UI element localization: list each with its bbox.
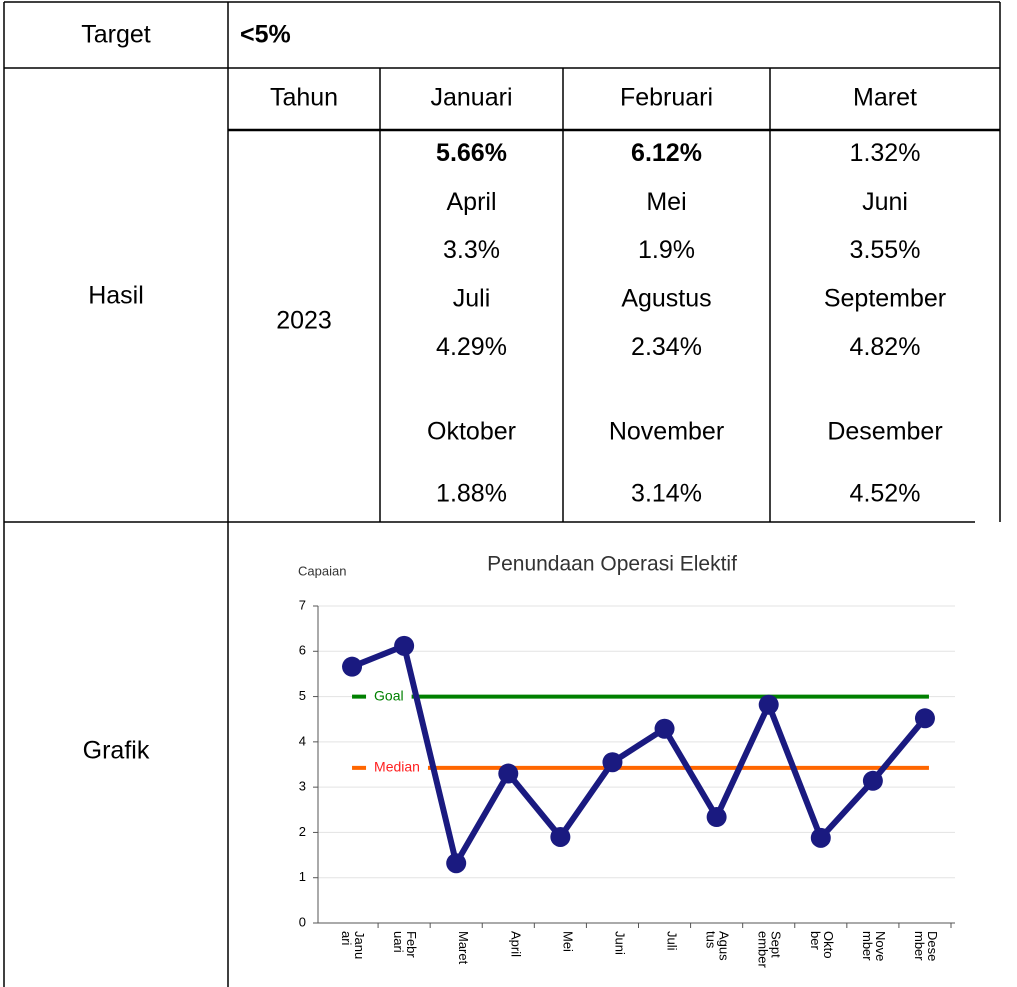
x-tick-label: Juni bbox=[612, 931, 627, 955]
reference-label-bg bbox=[366, 758, 428, 777]
month-value: 3.3% bbox=[443, 236, 500, 264]
data-point bbox=[706, 807, 727, 828]
y-tick-label: 3 bbox=[299, 779, 306, 794]
month-name: September bbox=[824, 285, 946, 313]
month-name: Maret bbox=[853, 84, 917, 112]
data-point bbox=[550, 826, 571, 847]
target-value: <5% bbox=[240, 21, 291, 49]
x-tick-label: Mei bbox=[560, 931, 575, 952]
month-name: Agustus bbox=[621, 285, 711, 313]
x-tick-label: Desember bbox=[912, 931, 940, 961]
x-tick-label: September bbox=[755, 931, 783, 969]
reference-label: Median bbox=[374, 759, 420, 775]
x-tick-label: Maret bbox=[456, 931, 471, 965]
reference-label: Goal bbox=[374, 687, 404, 703]
month-value: 2.34% bbox=[631, 333, 702, 361]
target-label: Target bbox=[81, 21, 151, 49]
y-tick-label: 4 bbox=[299, 733, 306, 748]
y-tick-label: 6 bbox=[299, 643, 306, 658]
month-name: Juli bbox=[453, 285, 491, 313]
y-axis-label: Capaian bbox=[298, 563, 346, 578]
data-point bbox=[810, 827, 831, 848]
x-tick-label: Oktober bbox=[807, 931, 835, 958]
data-point bbox=[654, 718, 675, 739]
month-name: Februari bbox=[620, 84, 713, 112]
y-tick-label: 5 bbox=[299, 688, 306, 703]
month-value: 1.32% bbox=[850, 139, 921, 167]
data-point bbox=[446, 853, 467, 874]
month-value: 6.12% bbox=[631, 139, 702, 167]
data-point bbox=[758, 694, 779, 715]
data-point bbox=[862, 770, 883, 791]
y-tick-label: 0 bbox=[299, 914, 306, 929]
month-name: Oktober bbox=[427, 418, 516, 446]
table-borders bbox=[3, 1, 1001, 987]
x-tick-label: Juli bbox=[664, 931, 679, 951]
x-tick-label: Januari bbox=[339, 931, 367, 959]
series-line bbox=[350, 642, 928, 867]
graph-label: Grafik bbox=[83, 737, 150, 765]
x-tick-label: November bbox=[859, 931, 887, 961]
month-value: 4.82% bbox=[850, 333, 921, 361]
data-point bbox=[914, 708, 935, 729]
month-value: 4.29% bbox=[436, 333, 507, 361]
y-tick-label: 1 bbox=[299, 869, 306, 884]
month-name: November bbox=[609, 418, 724, 446]
reference-label-bg bbox=[366, 687, 412, 706]
month-name: Juni bbox=[862, 188, 908, 216]
data-point bbox=[394, 635, 415, 656]
x-tick-label: Agustus bbox=[703, 931, 731, 961]
data-point bbox=[602, 752, 623, 773]
y-tick-label: 7 bbox=[299, 597, 306, 612]
data-point bbox=[342, 656, 363, 677]
result-label: Hasil bbox=[88, 282, 144, 310]
year-header: Tahun bbox=[270, 84, 338, 112]
month-value: 3.55% bbox=[850, 236, 921, 264]
month-value: 5.66% bbox=[436, 139, 507, 167]
year: 2023 bbox=[276, 307, 332, 335]
month-name: Mei bbox=[646, 188, 686, 216]
data-point bbox=[498, 763, 519, 784]
month-name: Januari bbox=[431, 84, 513, 112]
x-tick-label: Februari bbox=[391, 931, 419, 958]
month-name: April bbox=[446, 188, 496, 216]
month-name: Desember bbox=[827, 418, 942, 446]
month-value: 1.88% bbox=[436, 480, 507, 508]
y-tick-label: 2 bbox=[299, 824, 306, 839]
chart-title: Penundaan Operasi Elektif bbox=[487, 553, 737, 576]
month-value: 1.9% bbox=[638, 236, 695, 264]
month-value: 3.14% bbox=[631, 480, 702, 508]
month-value: 4.52% bbox=[850, 480, 921, 508]
x-tick-label: April bbox=[508, 931, 523, 957]
